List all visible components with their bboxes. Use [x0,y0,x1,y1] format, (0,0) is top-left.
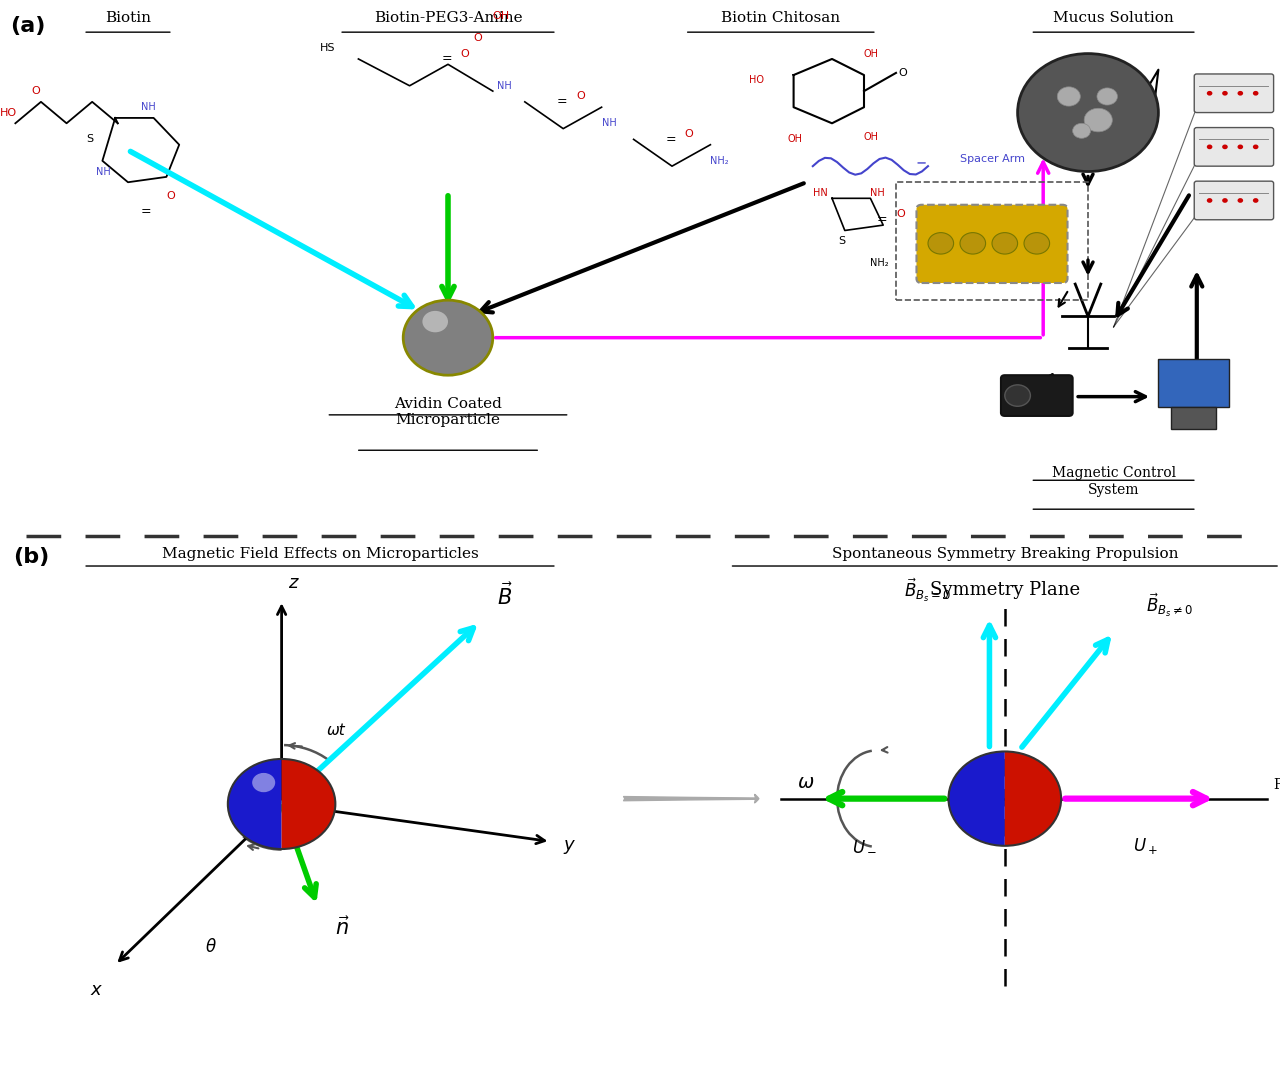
Text: NH: NH [870,188,886,198]
Text: Biotin: Biotin [105,11,151,25]
Circle shape [928,233,954,254]
Circle shape [1097,88,1117,105]
Wedge shape [1005,751,1061,846]
Text: Biotin-PEG3-Amine: Biotin-PEG3-Amine [374,11,522,25]
Text: $\vec{B}_{B_s\neq0}$: $\vec{B}_{B_s\neq0}$ [1146,591,1193,619]
Circle shape [1222,198,1228,203]
Circle shape [1084,108,1112,132]
Circle shape [1253,91,1258,95]
Text: O: O [899,68,908,78]
Circle shape [1207,198,1212,203]
FancyBboxPatch shape [1194,128,1274,166]
Text: (b): (b) [13,547,49,567]
Text: Avidin Coated
Microparticle: Avidin Coated Microparticle [394,397,502,427]
Text: S: S [86,134,93,145]
Text: =: = [557,95,567,108]
Text: OH: OH [864,132,879,143]
Text: y: y [563,836,573,853]
Text: x: x [91,981,101,999]
Text: θ: θ [206,938,216,956]
Circle shape [960,233,986,254]
Text: HO: HO [0,107,17,118]
Wedge shape [228,759,282,849]
Text: Mucus Solution: Mucus Solution [1053,11,1174,25]
Bar [1158,359,1229,407]
Circle shape [1238,145,1243,149]
Text: Magnetic Control
System: Magnetic Control System [1052,466,1175,496]
Text: ω: ω [799,773,814,792]
Circle shape [1238,198,1243,203]
Circle shape [1073,123,1091,138]
Text: =: = [666,133,676,146]
Text: O: O [896,209,905,220]
Text: Spontaneous Symmetry Breaking Propulsion: Spontaneous Symmetry Breaking Propulsion [832,547,1178,561]
Circle shape [1005,385,1030,406]
Circle shape [1057,87,1080,106]
Text: Spacer Arm: Spacer Arm [960,153,1025,164]
Text: NH₂: NH₂ [710,155,730,166]
Text: Magnetic Field Effects on Microparticles: Magnetic Field Effects on Microparticles [161,547,479,561]
Text: =: = [877,213,887,226]
Text: OH: OH [493,11,509,21]
Text: Propulsion
Axis: Propulsion Axis [1274,778,1280,808]
Text: $U_+$: $U_+$ [1133,836,1158,857]
Text: NH₂: NH₂ [870,257,890,268]
Text: $\vec{B}_{B_s=0}$: $\vec{B}_{B_s=0}$ [905,576,951,604]
Circle shape [992,233,1018,254]
Circle shape [1024,233,1050,254]
Circle shape [1222,145,1228,149]
Text: Symmetry Plane: Symmetry Plane [929,581,1080,599]
Text: ωt: ωt [326,723,346,738]
Circle shape [1253,198,1258,203]
Circle shape [1238,91,1243,95]
Text: HN: HN [813,188,828,198]
Circle shape [403,300,493,375]
Text: NH: NH [497,80,512,91]
Bar [1171,407,1216,429]
Circle shape [252,773,275,792]
Wedge shape [948,751,1005,846]
Text: O: O [461,48,470,59]
Circle shape [422,311,448,332]
Text: $U_-$: $U_-$ [851,836,877,854]
Wedge shape [282,759,335,849]
Text: OH: OH [787,134,803,145]
Text: OH: OH [864,48,879,59]
FancyBboxPatch shape [1001,375,1073,416]
Circle shape [1018,54,1158,172]
Text: O: O [576,91,585,102]
Text: O: O [166,191,175,202]
Text: HO: HO [749,75,764,86]
FancyBboxPatch shape [1194,74,1274,113]
Circle shape [1207,145,1212,149]
FancyBboxPatch shape [1194,181,1274,220]
Text: NH: NH [141,102,156,113]
Text: (a): (a) [10,16,46,36]
Text: Biotin Chitosan: Biotin Chitosan [721,11,841,25]
FancyBboxPatch shape [916,205,1068,283]
Text: NH: NH [96,166,111,177]
Circle shape [1253,145,1258,149]
Text: z: z [288,574,297,592]
Text: S: S [838,236,846,247]
Circle shape [1207,91,1212,95]
Text: =: = [442,53,452,65]
Text: $\vec{B}$: $\vec{B}$ [497,582,512,609]
Text: =: = [141,205,151,218]
Text: O: O [474,32,483,43]
Text: HS: HS [320,43,335,54]
Text: O: O [685,129,694,139]
Text: $\vec{n}$: $\vec{n}$ [335,917,349,939]
Text: NH: NH [602,118,617,129]
Text: O: O [32,86,40,96]
Circle shape [1222,91,1228,95]
